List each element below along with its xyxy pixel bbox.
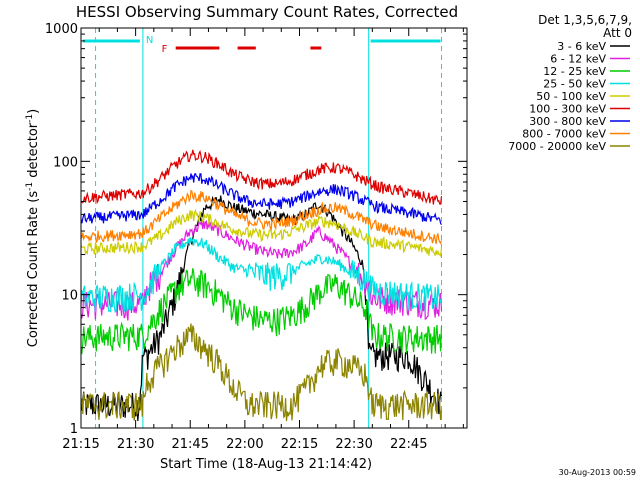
y-axis-label-mid: detector — [26, 122, 41, 182]
y-axis-label-main: Corrected Count Rate (s — [26, 191, 41, 348]
x-axis-label: Start Time (18-Aug-13 21:14:42) — [160, 457, 372, 472]
legend-label-7: 800 - 7000 keV — [522, 128, 606, 141]
y-axis-label-sup2: -1 — [25, 114, 35, 123]
legend-label-4: 50 - 100 keV — [536, 90, 606, 103]
y-axis-label: Corrected Count Rate (s-1 detector-1) — [25, 109, 41, 347]
night-bar-label: N — [146, 35, 153, 46]
footer-date: 30-Aug-2013 00:59 — [559, 468, 636, 477]
legend-label-6: 300 - 800 keV — [529, 115, 606, 128]
series-line-7 — [81, 189, 443, 245]
series-line-6 — [81, 172, 443, 226]
x-tick-label-4: 22:15 — [281, 437, 318, 452]
x-tick-label-5: 22:30 — [335, 437, 372, 452]
y-axis-label-sup1: -1 — [25, 182, 35, 191]
x-tick-label-0: 21:15 — [62, 437, 99, 452]
series-group — [81, 149, 443, 422]
y-axis-label-end: ) — [26, 109, 41, 114]
legend-header-line-1: Det 1,3,5,6,7,9, — [538, 13, 632, 27]
x-tick-label-2: 21:45 — [172, 437, 209, 452]
plot-frame — [80, 27, 468, 429]
x-tick-label-1: 21:30 — [117, 437, 154, 452]
y-tick-label-3: 1000 — [45, 22, 78, 37]
legend-label-2: 12 - 25 keV — [543, 65, 606, 78]
legend-label-3: 25 - 50 keV — [543, 78, 606, 91]
series-line-3 — [81, 237, 443, 313]
series-line-2 — [81, 268, 443, 355]
legend-label-0: 3 - 6 keV — [557, 40, 606, 53]
legend-label-8: 7000 - 20000 keV — [508, 140, 606, 153]
y-tick-label-1: 10 — [61, 289, 78, 304]
chart-title: HESSI Observing Summary Count Rates, Cor… — [76, 3, 458, 21]
series-line-0 — [81, 195, 443, 422]
plot-layer: NF 1 10 100 1000 21:15 21:30 21:45 22:00 22:15 22:… — [45, 22, 468, 452]
legend-label-5: 100 - 300 keV — [529, 103, 606, 116]
series-line-5 — [81, 149, 443, 205]
flare-bar-label: F — [162, 44, 168, 55]
x-tick-label-3: 22:00 — [226, 437, 263, 452]
x-tick-label-6: 22:45 — [390, 437, 427, 452]
legend-header-line-2: Att 0 — [603, 26, 632, 40]
legend-label-1: 6 - 12 keV — [550, 53, 606, 66]
series-line-4 — [81, 208, 443, 257]
y-tick-label-2: 100 — [53, 155, 78, 170]
series-line-8 — [81, 323, 443, 422]
y-tick-label-0: 1 — [70, 422, 78, 437]
